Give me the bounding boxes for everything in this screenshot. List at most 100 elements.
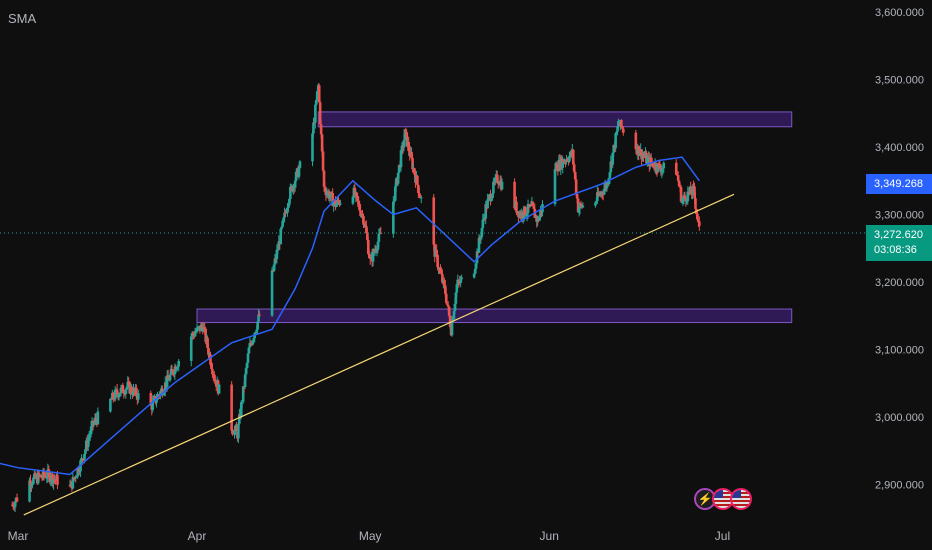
candle-body xyxy=(31,483,34,486)
indicator-label[interactable]: SMA xyxy=(8,11,37,26)
candle-body xyxy=(170,368,174,371)
candle-body xyxy=(489,194,492,201)
candle-body xyxy=(365,226,368,234)
candle-body xyxy=(237,423,240,439)
candle-body xyxy=(494,177,497,182)
candle-body xyxy=(562,159,565,163)
candle-body xyxy=(238,414,241,424)
candle-body xyxy=(520,212,524,219)
candle-body xyxy=(640,149,643,160)
candle-body xyxy=(113,389,117,400)
candle-body xyxy=(436,254,439,268)
candle-body xyxy=(203,327,206,329)
price-tick-label: 3,500.000 xyxy=(875,75,924,87)
candle-body xyxy=(211,368,214,375)
candle-body xyxy=(450,321,454,336)
candle-body xyxy=(364,224,367,227)
candle-body xyxy=(51,474,54,484)
candle-body xyxy=(486,199,489,209)
candle-body xyxy=(453,303,457,312)
candle-body xyxy=(616,126,619,132)
candle-body xyxy=(393,186,397,201)
price-axis: 3,600.000 3,500.000 3,400.000 3,300.000 3,20… xyxy=(875,7,924,492)
candle-body xyxy=(454,292,458,304)
candle-body xyxy=(118,393,122,395)
candle-body xyxy=(336,199,339,204)
candle-body xyxy=(332,201,335,207)
event-icons[interactable]: ⚡ xyxy=(694,488,752,514)
candle-body xyxy=(602,188,606,195)
candle-body xyxy=(571,149,575,165)
candle-body xyxy=(339,203,342,205)
candle-body xyxy=(196,327,200,329)
candle-body xyxy=(444,293,448,303)
price-tick-label: 3,400.000 xyxy=(875,142,924,154)
time-tick-label: Jul xyxy=(715,529,730,543)
candle-body xyxy=(243,374,247,387)
candle-body xyxy=(195,327,199,332)
candle-body xyxy=(277,241,281,250)
candle-body xyxy=(638,154,641,156)
candle-body xyxy=(209,354,212,365)
zones xyxy=(196,111,793,324)
candle-body xyxy=(320,134,324,152)
candle-body xyxy=(251,340,255,345)
sma-line xyxy=(0,156,700,476)
candle-body xyxy=(49,480,53,482)
candle-body xyxy=(371,250,375,262)
candle-body xyxy=(641,155,644,160)
candle-body xyxy=(417,184,420,194)
candle-body xyxy=(495,174,499,182)
us-flag-icon[interactable] xyxy=(712,488,734,510)
candle-body xyxy=(418,193,421,196)
candle-body xyxy=(89,426,93,435)
candle-body xyxy=(490,198,493,201)
candle-body xyxy=(257,314,260,322)
candle-body xyxy=(318,102,322,125)
candle-body xyxy=(136,393,140,400)
candle-body xyxy=(377,233,381,242)
candle-body xyxy=(595,200,598,203)
candle-body xyxy=(125,387,129,390)
candle-body xyxy=(258,314,261,316)
candle-body xyxy=(515,201,518,213)
candle-body xyxy=(149,393,153,406)
candle-body xyxy=(315,91,319,100)
candle-body xyxy=(694,198,697,209)
candle-body xyxy=(487,196,490,200)
candle-body xyxy=(213,375,216,380)
candle-body xyxy=(611,152,615,165)
candle-body xyxy=(117,394,121,398)
candle-body xyxy=(334,199,337,207)
candle-body xyxy=(338,201,341,205)
candle-body xyxy=(204,328,207,342)
candle-body xyxy=(576,198,580,213)
candle-body xyxy=(56,475,59,485)
candle-body xyxy=(130,386,133,393)
candle-body xyxy=(44,475,48,479)
candle-body xyxy=(645,152,648,164)
candle-body xyxy=(210,364,213,369)
candle-body xyxy=(479,236,483,239)
support-zone xyxy=(196,308,793,324)
candle-body xyxy=(282,217,285,221)
price-tick-label: 3,200.000 xyxy=(875,277,924,289)
us-flag-icon[interactable] xyxy=(730,488,752,510)
price-tick-label: 3,600.000 xyxy=(875,7,924,19)
bar-countdown: 03:08:36 xyxy=(874,244,917,256)
candle-body xyxy=(331,193,334,207)
candle-body xyxy=(397,164,401,173)
candle-body xyxy=(199,324,203,332)
candle-body xyxy=(609,161,613,173)
trendline xyxy=(23,193,735,516)
candle-body xyxy=(152,398,155,401)
candle-body xyxy=(285,212,288,214)
candle-body xyxy=(286,207,289,213)
candle-body xyxy=(521,217,525,219)
candle-body xyxy=(280,226,283,229)
candle-body xyxy=(478,237,482,239)
candle-body xyxy=(256,321,259,330)
candle-body xyxy=(77,468,80,473)
candle-body xyxy=(322,170,326,187)
